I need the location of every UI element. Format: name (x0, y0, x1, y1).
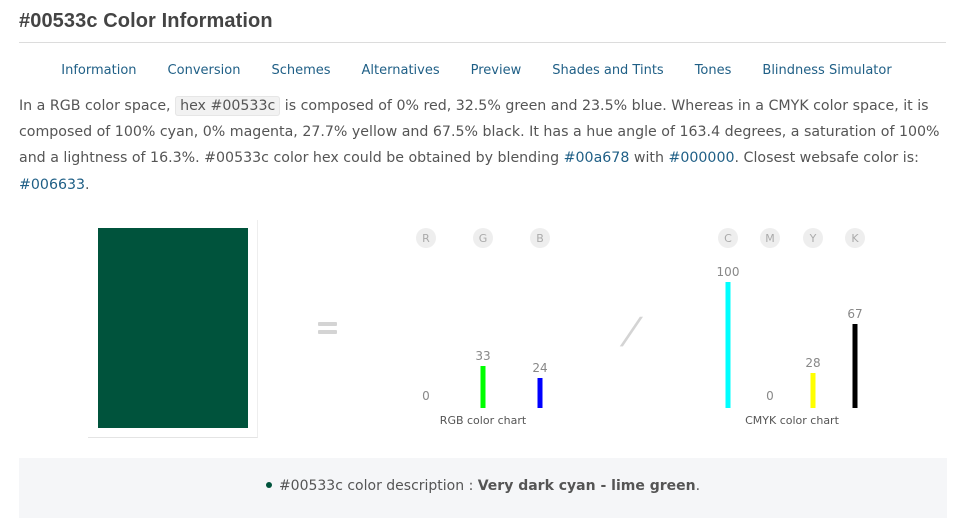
rgb-g-value-label: 33 (475, 349, 490, 363)
nav-alternatives[interactable]: Alternatives (361, 63, 440, 78)
cmyk-m-letter: M (765, 232, 775, 245)
cmyk-c-bar (725, 282, 731, 408)
nav-tones[interactable]: Tones (694, 63, 732, 78)
color-swatch (98, 228, 248, 428)
websafe-color-link[interactable]: #006633 (19, 176, 86, 193)
equals-sign (318, 322, 337, 334)
nav-preview[interactable]: Preview (470, 63, 522, 78)
rgb-g-bar (480, 366, 486, 408)
rgb-chart-caption: RGB color chart (440, 414, 527, 427)
cmyk-chart-caption: CMYK color chart (745, 414, 839, 427)
rgb-g-letter: G (479, 232, 488, 245)
rgb-b-value-label: 24 (532, 361, 547, 375)
cmyk-k-letter: K (851, 232, 859, 245)
hex-code-badge: hex #00533c (175, 96, 281, 116)
description-prefix: #00533c color description : (278, 478, 478, 494)
cmyk-k-bar (852, 324, 858, 408)
rgb-g-letter-badge (473, 228, 493, 248)
rgb-b-letter-badge (530, 228, 550, 248)
summary-text-5: . (85, 176, 90, 193)
rgb-r-letter-badge (416, 228, 436, 248)
nav-shades-and-tints[interactable]: Shades and Tints (552, 63, 664, 78)
page-title: #00533c Color Information (19, 10, 273, 32)
nav-information[interactable]: Information (61, 63, 137, 78)
cmyk-m-letter-badge (760, 228, 780, 248)
rgb-r-value-label: 0 (422, 389, 430, 403)
rgb-b-letter: B (536, 232, 544, 245)
blend-color-link[interactable]: #00a678 (563, 150, 630, 167)
nav-blindness-simulator[interactable]: Blindness Simulator (762, 63, 892, 78)
cmyk-y-bar (810, 373, 816, 408)
cmyk-y-letter-badge (803, 228, 823, 248)
description-suffix: . (695, 478, 701, 494)
bullet-dot (265, 482, 272, 488)
blend-black-link[interactable]: #000000 (668, 150, 735, 167)
summary-text-3: with (629, 150, 669, 167)
description-box: #00533c color description : Very dark cy… (19, 458, 947, 518)
cmyk-c-letter: C (724, 232, 732, 245)
summary-text-2: is composed of 0% red, 32.5% green and 2… (19, 98, 940, 167)
title-divider (19, 42, 946, 43)
cmyk-y-value-label: 28 (805, 356, 820, 370)
cmyk-m-value-label: 0 (766, 389, 774, 403)
cmyk-c-value-label: 100 (717, 265, 740, 279)
color-description: #00533c color description : Very dark cy… (19, 478, 947, 494)
nav-schemes[interactable]: Schemes (271, 63, 331, 78)
swatch-frame (88, 220, 258, 438)
cmyk-y-letter: Y (809, 232, 817, 245)
rgb-r-letter: R (422, 232, 430, 245)
nav-conversion[interactable]: Conversion (167, 63, 241, 78)
rgb-b-bar (537, 378, 543, 408)
description-value: Very dark cyan - lime green (477, 478, 696, 494)
cmyk-k-letter-badge (845, 228, 865, 248)
summary-text-1: In a RGB color space, (19, 98, 176, 114)
color-summary-paragraph: In a RGB color space, hex #00533c is com… (19, 93, 949, 198)
cmyk-c-letter-badge (718, 228, 738, 248)
section-nav: Information Conversion Schemes Alternati… (0, 62, 953, 80)
summary-text-4: . Closest websafe color is: (734, 150, 919, 167)
cmyk-k-value-label: 67 (847, 307, 862, 321)
